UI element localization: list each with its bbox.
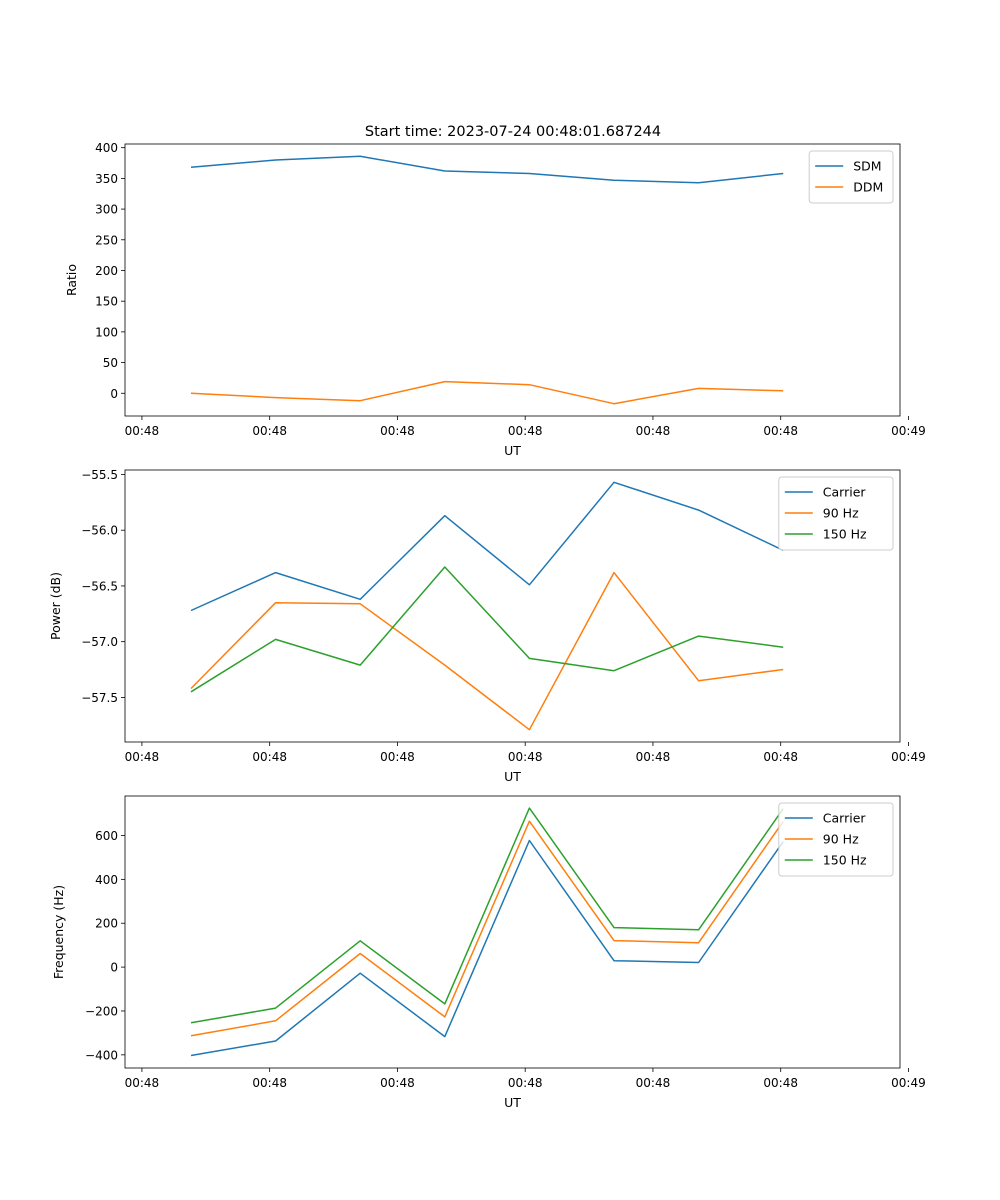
- x-tick-label: 00:48: [125, 424, 160, 438]
- y-axis-label: Power (dB): [48, 572, 63, 640]
- x-tick-label: 00:48: [763, 1076, 798, 1090]
- x-tick-label: 00:48: [508, 1076, 543, 1090]
- series-line-carrier: [190, 839, 784, 1057]
- x-axis-label: UT: [504, 769, 521, 784]
- series-line-sdm: [190, 155, 784, 184]
- axes-frame: [124, 795, 901, 1069]
- x-tick-label: 00:48: [763, 424, 798, 438]
- y-tick-label: 250: [95, 233, 118, 247]
- x-tick-label: 00:48: [636, 750, 671, 764]
- x-tick-label: 00:48: [763, 750, 798, 764]
- y-tick-label: −200: [85, 1004, 118, 1018]
- legend-box: [808, 150, 894, 204]
- axes-frame: [124, 143, 901, 417]
- legend-label: SDM: [853, 159, 881, 174]
- legend-label: Carrier: [823, 485, 867, 500]
- y-tick-label: 350: [95, 172, 118, 186]
- x-tick-label: 00:48: [125, 750, 160, 764]
- legend-label: 150 Hz: [823, 527, 867, 542]
- y-tick-label: 100: [95, 325, 118, 339]
- legend-label: 90 Hz: [823, 506, 859, 521]
- series-line-90-hz: [190, 820, 784, 1037]
- legend-label: 150 Hz: [823, 853, 867, 868]
- x-tick-label: 00:48: [125, 1076, 160, 1090]
- legend-label: 90 Hz: [823, 832, 859, 847]
- axes-panel-1: 00:48 00:48 00:48 00:48 00:48 00:48 00:49 0 50 10…: [64, 141, 926, 458]
- x-tick-label: 00:48: [252, 1076, 287, 1090]
- y-tick-label: −400: [85, 1048, 118, 1062]
- legend: Carrier 90 Hz 150 Hz: [778, 476, 894, 551]
- y-tick-label: 200: [95, 264, 118, 278]
- legend-box: [778, 802, 894, 877]
- x-tick-label: 00:48: [508, 424, 543, 438]
- x-tick-label: 00:48: [636, 1076, 671, 1090]
- series-line-ddm: [190, 380, 784, 405]
- x-tick-label: 00:49: [891, 1076, 926, 1090]
- chart-title: Start time: 2023-07-24 00:48:01.687244: [365, 124, 661, 140]
- y-tick-label: 400: [95, 141, 118, 155]
- y-tick-label: 150: [95, 295, 118, 309]
- legend: SDM DDM: [808, 150, 894, 204]
- x-tick-label: 00:48: [508, 750, 543, 764]
- series-line-carrier: [190, 481, 784, 612]
- legend-label: Carrier: [823, 811, 867, 826]
- y-tick-label: −56.5: [81, 579, 118, 593]
- x-tick-label: 00:48: [380, 750, 415, 764]
- series-line-90-hz: [190, 571, 784, 731]
- y-tick-label: 50: [103, 356, 118, 370]
- x-tick-label: 00:49: [891, 424, 926, 438]
- x-tick-label: 00:48: [636, 424, 671, 438]
- y-tick-label: 300: [95, 203, 118, 217]
- x-axis-label: UT: [504, 1095, 521, 1110]
- y-tick-label: 0: [110, 961, 118, 975]
- y-tick-label: 0: [110, 387, 118, 401]
- axes-panel-3: 00:48 00:48 00:48 00:48 00:48 00:48 00:49 −400 −…: [51, 795, 926, 1110]
- x-tick-label: 00:48: [252, 750, 287, 764]
- y-tick-label: −55.5: [81, 468, 118, 482]
- x-tick-label: 00:48: [380, 1076, 415, 1090]
- legend-box: [778, 476, 894, 551]
- y-tick-label: −56.0: [81, 524, 118, 538]
- series-line-150-hz: [190, 566, 784, 693]
- axes-panel-2: 00:48 00:48 00:48 00:48 00:48 00:48 00:49 −57.5…: [48, 468, 926, 784]
- axes-frame: [124, 469, 901, 743]
- y-tick-label: −57.0: [81, 635, 118, 649]
- legend-label: DDM: [853, 180, 883, 195]
- series-line-150-hz: [190, 807, 784, 1024]
- y-tick-label: 400: [95, 873, 118, 887]
- y-axis-label: Ratio: [64, 264, 79, 296]
- x-axis-label: UT: [504, 443, 521, 458]
- y-axis-label: Frequency (Hz): [51, 885, 66, 979]
- x-tick-label: 00:48: [252, 424, 287, 438]
- y-tick-label: 200: [95, 917, 118, 931]
- y-tick-label: −57.5: [81, 691, 118, 705]
- x-tick-label: 00:48: [380, 424, 415, 438]
- x-tick-label: 00:49: [891, 750, 926, 764]
- y-tick-label: 600: [95, 829, 118, 843]
- legend: Carrier 90 Hz 150 Hz: [778, 802, 894, 877]
